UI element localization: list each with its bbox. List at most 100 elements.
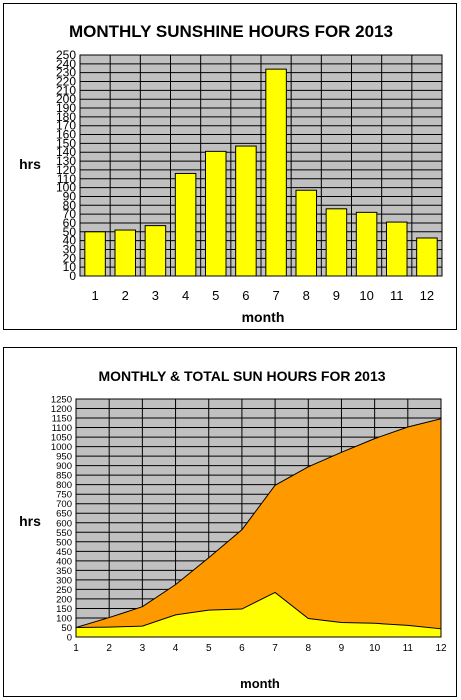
x-tick-label: 5 <box>212 288 219 303</box>
y-tick-label: 130 <box>56 154 76 168</box>
y-tick-label: 70 <box>63 207 77 221</box>
area-series <box>75 418 442 638</box>
y-tick-label: 100 <box>56 613 72 624</box>
y-tick-label: 20 <box>63 251 77 265</box>
y-tick-label: 160 <box>56 128 76 142</box>
x-tick-label: 2 <box>122 288 129 303</box>
y-tick-label: 40 <box>63 234 77 248</box>
y-tick-label: 900 <box>56 461 72 472</box>
chart-title: MONTHLY SUNSHINE HOURS FOR 2013 <box>69 22 393 41</box>
bar-chart-svg: MONTHLY SUNSHINE HOURS FOR 2013 hrs mont… <box>19 22 443 325</box>
bar <box>174 172 197 277</box>
y-tick-label: 150 <box>56 136 76 150</box>
x-tick-label: 8 <box>303 288 310 303</box>
y-tick-label: 200 <box>56 594 72 605</box>
y-tick-label: 10 <box>63 260 77 274</box>
y-tick-label: 950 <box>56 452 72 463</box>
y-tick-label: 500 <box>56 537 72 548</box>
y-tick-label: 240 <box>56 57 76 71</box>
bar <box>265 68 287 277</box>
x-axis-label: month <box>242 309 285 325</box>
chart-title: MONTHLY & TOTAL SUN HOURS FOR 2013 <box>98 368 385 384</box>
y-tick-label: 200 <box>56 92 76 106</box>
x-tick-label: 9 <box>333 288 340 303</box>
y-tick-label: 1200 <box>51 404 72 415</box>
y-tick-label: 850 <box>56 471 72 482</box>
y-tick-label: 230 <box>56 66 76 80</box>
y-tick-label: 110 <box>57 172 76 186</box>
y-tick-label: 100 <box>56 181 76 195</box>
y-tick-label: 170 <box>56 119 76 133</box>
x-tick-label: 9 <box>339 643 345 654</box>
x-tick-label: 1 <box>73 643 79 654</box>
y-tick-label: 120 <box>56 163 76 177</box>
x-tick-label: 2 <box>106 643 112 654</box>
y-tick-label: 150 <box>56 604 72 615</box>
y-tick-label: 450 <box>56 547 72 558</box>
y-axis-label: hrs <box>19 513 41 529</box>
x-tick-label: 7 <box>272 288 279 303</box>
y-tick-label: 1000 <box>51 442 72 453</box>
x-tick-label: 1 <box>91 288 98 303</box>
y-tick-label: 0 <box>69 269 76 283</box>
y-tick-label: 210 <box>56 83 76 97</box>
y-tick-label: 750 <box>56 490 72 501</box>
y-tick-label: 80 <box>63 198 77 212</box>
x-tick-label: 12 <box>435 643 447 654</box>
plot-border <box>75 398 442 638</box>
x-tick-label: 4 <box>182 288 189 303</box>
bar <box>204 150 227 277</box>
y-tick-label: 600 <box>56 518 72 529</box>
bar <box>144 225 167 277</box>
y-tick-label: 50 <box>61 623 72 634</box>
y-tick-label: 90 <box>63 189 77 203</box>
x-tick-label: 11 <box>403 643 414 654</box>
y-tick-label: 0 <box>67 633 72 644</box>
y-tick-label: 650 <box>56 509 72 520</box>
monthly-sunshine-chart: MONTHLY SUNSHINE HOURS FOR 2013 hrs mont… <box>3 3 457 330</box>
y-tick-label: 50 <box>63 225 77 239</box>
x-axis-label: month <box>240 676 280 691</box>
y-tick-label: 140 <box>56 145 76 159</box>
y-tick-label: 400 <box>56 556 72 567</box>
y-tick-label: 1100 <box>52 423 72 434</box>
x-tick-label: 7 <box>272 643 278 654</box>
y-tick-label: 60 <box>63 216 77 230</box>
x-tick-label: 5 <box>206 643 212 654</box>
bar <box>84 231 106 277</box>
x-tick-label: 8 <box>305 643 311 654</box>
y-tick-label: 250 <box>56 48 76 62</box>
y-tick-label: 350 <box>56 566 72 577</box>
x-tick-label: 3 <box>140 643 146 654</box>
y-tick-label: 250 <box>56 585 72 596</box>
x-tick-label: 4 <box>173 643 179 654</box>
y-tick-label: 180 <box>56 110 76 124</box>
x-tick-label: 3 <box>152 288 159 303</box>
bar <box>416 237 438 277</box>
y-axis-label: hrs <box>19 156 41 172</box>
area-series <box>75 591 442 638</box>
bar <box>235 145 257 277</box>
y-tick-label: 1050 <box>51 433 72 444</box>
bar <box>295 189 318 277</box>
bar <box>114 229 137 277</box>
x-tick-label: 10 <box>359 288 373 303</box>
x-tick-label: 6 <box>239 643 245 654</box>
x-tick-label: 6 <box>242 288 249 303</box>
monthly-total-sun-chart: MONTHLY & TOTAL SUN HOURS FOR 2013 hrs m… <box>3 347 457 697</box>
x-tick-label: 11 <box>390 288 404 303</box>
y-tick-label: 30 <box>63 242 77 256</box>
y-tick-label: 220 <box>56 75 76 89</box>
area-chart-svg: MONTHLY & TOTAL SUN HOURS FOR 2013 hrs m… <box>19 368 447 691</box>
y-tick-label: 550 <box>56 528 72 539</box>
y-tick-label: 700 <box>56 499 72 510</box>
y-tick-label: 800 <box>56 480 72 491</box>
x-tick-label: 10 <box>369 643 381 654</box>
y-tick-label: 1250 <box>51 395 72 406</box>
y-tick-label: 190 <box>56 101 76 115</box>
bar <box>355 211 378 277</box>
y-tick-label: 1150 <box>52 414 72 425</box>
y-tick-label: 300 <box>56 575 72 586</box>
bar <box>385 221 408 277</box>
x-tick-label: 12 <box>420 288 434 303</box>
